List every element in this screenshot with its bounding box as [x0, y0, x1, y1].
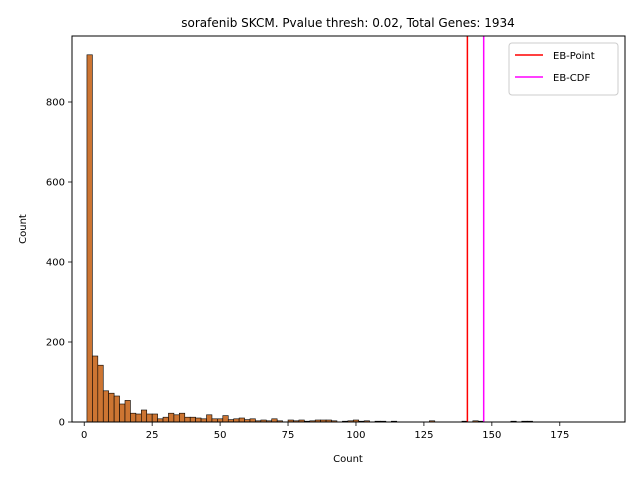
- histogram-bar: [168, 412, 175, 423]
- histogram-bar: [86, 54, 93, 423]
- x-tick-label: 0: [81, 430, 87, 441]
- y-axis-label: Count: [18, 214, 29, 244]
- x-tick-label: 175: [550, 430, 569, 441]
- chart-title: sorafenib SKCM. Pvalue thresh: 0.02, Tot…: [181, 16, 514, 30]
- histogram-bar: [189, 416, 196, 423]
- y-tick-label: 400: [46, 258, 65, 269]
- histogram-bars: [86, 54, 533, 423]
- x-tick-label: 150: [482, 430, 501, 441]
- histogram-bar: [102, 390, 109, 423]
- x-tick-label: 100: [346, 430, 365, 441]
- histogram-bar: [140, 409, 148, 423]
- histogram-bar: [206, 414, 213, 423]
- y-tick-label: 200: [46, 338, 65, 349]
- histogram-bar: [222, 415, 229, 423]
- histogram-bar: [97, 364, 104, 423]
- histogram-bar: [173, 414, 180, 423]
- x-tick-label: 125: [414, 430, 433, 441]
- histogram-bar: [146, 413, 153, 423]
- legend-entry: EB-CDF: [553, 73, 590, 84]
- histogram-bar: [113, 395, 120, 423]
- threshold-lines: [466, 36, 485, 422]
- histogram-bar: [130, 412, 137, 423]
- y-tick-label: 600: [46, 178, 65, 189]
- histogram-bar: [119, 403, 126, 423]
- y-axis-ticks: 0 200 400 600 800: [46, 98, 72, 429]
- x-tick-label: 50: [214, 430, 227, 441]
- x-axis-label: Count: [333, 454, 363, 465]
- x-tick-label: 25: [146, 430, 159, 441]
- y-tick-label: 0: [59, 418, 65, 429]
- histogram-bar: [184, 416, 191, 423]
- x-tick-label: 75: [282, 430, 295, 441]
- histogram-bar: [179, 412, 186, 423]
- x-axis-ticks: 0 25 50 75 100 125 150 175: [81, 422, 569, 441]
- histogram-bar: [108, 392, 115, 423]
- plot-frame: [71, 35, 626, 423]
- histogram-bar: [151, 413, 158, 423]
- legend: EB-Point EB-CDF: [508, 42, 619, 96]
- histogram-bar: [238, 417, 245, 423]
- histogram-bar: [92, 355, 99, 423]
- legend-entry: EB-Point: [553, 51, 595, 62]
- legend-box: [508, 42, 619, 96]
- histogram-bar: [195, 417, 202, 423]
- histogram-bar: [162, 416, 169, 423]
- y-tick-label: 800: [46, 98, 65, 109]
- histogram-bar: [124, 400, 131, 423]
- histogram-bar: [135, 413, 142, 423]
